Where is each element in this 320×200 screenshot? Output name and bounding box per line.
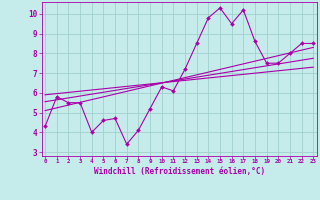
X-axis label: Windchill (Refroidissement éolien,°C): Windchill (Refroidissement éolien,°C) [94, 167, 265, 176]
